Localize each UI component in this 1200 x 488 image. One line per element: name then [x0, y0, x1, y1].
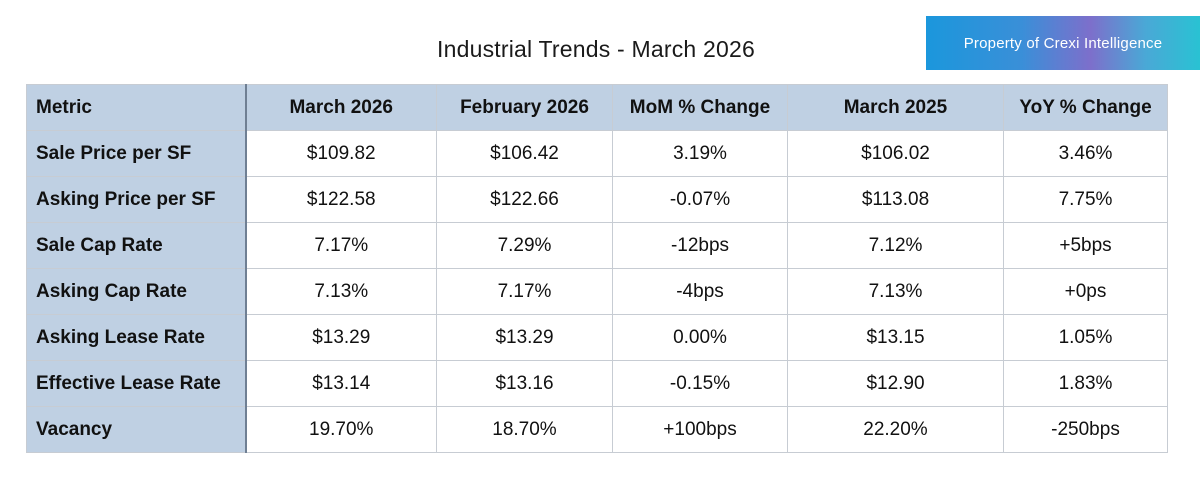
- table-cell: -4bps: [612, 268, 788, 315]
- table-cell: $106.42: [436, 130, 613, 177]
- table-cell: 19.70%: [245, 406, 437, 453]
- table-cell: +0ps: [1003, 268, 1168, 315]
- crexi-intelligence-badge: Property of Crexi Intelligence: [926, 16, 1200, 70]
- table-cell: 7.13%: [245, 268, 437, 315]
- column-header-mom-change: MoM % Change: [612, 84, 788, 131]
- row-label: Sale Price per SF: [26, 130, 247, 177]
- table-cell: $13.29: [436, 314, 613, 361]
- column-header-metric: Metric: [26, 84, 247, 131]
- table-title: Industrial Trends - March 2026: [437, 36, 755, 62]
- row-label: Asking Lease Rate: [26, 314, 247, 361]
- table-cell: $12.90: [787, 360, 1004, 407]
- table-cell: $13.29: [245, 314, 437, 361]
- table-cell: -12bps: [612, 222, 788, 269]
- table-cell: $113.08: [787, 176, 1004, 223]
- table-cell: -0.15%: [612, 360, 788, 407]
- table-row: Sale Price per SF $109.82 $106.42 3.19% …: [26, 130, 1168, 177]
- table-row: Asking Price per SF $122.58 $122.66 -0.0…: [26, 176, 1168, 223]
- table-row: Effective Lease Rate $13.14 $13.16 -0.15…: [26, 360, 1168, 407]
- column-header-march-2026: March 2026: [245, 84, 437, 131]
- column-header-yoy-change: YoY % Change: [1003, 84, 1168, 131]
- table-cell: 7.12%: [787, 222, 1004, 269]
- column-header-february-2026: February 2026: [436, 84, 613, 131]
- row-label: Sale Cap Rate: [26, 222, 247, 269]
- table-cell: +100bps: [612, 406, 788, 453]
- table-cell: 1.83%: [1003, 360, 1168, 407]
- table-cell: 7.17%: [436, 268, 613, 315]
- table-cell: $13.14: [245, 360, 437, 407]
- table-header-row: Metric March 2026 February 2026 MoM % Ch…: [26, 84, 1168, 131]
- row-label: Effective Lease Rate: [26, 360, 247, 407]
- table-cell: 22.20%: [787, 406, 1004, 453]
- table-cell: $109.82: [245, 130, 437, 177]
- table-cell: +5bps: [1003, 222, 1168, 269]
- table-row: Asking Cap Rate 7.13% 7.17% -4bps 7.13% …: [26, 268, 1168, 315]
- table-cell: 7.17%: [245, 222, 437, 269]
- table-row: Asking Lease Rate $13.29 $13.29 0.00% $1…: [26, 314, 1168, 361]
- table-cell: 7.13%: [787, 268, 1004, 315]
- table-cell: $106.02: [787, 130, 1004, 177]
- table-row: Sale Cap Rate 7.17% 7.29% -12bps 7.12% +…: [26, 222, 1168, 269]
- table-cell: 3.19%: [612, 130, 788, 177]
- row-label: Vacancy: [26, 406, 247, 453]
- column-header-march-2025: March 2025: [787, 84, 1004, 131]
- table-cell: $13.15: [787, 314, 1004, 361]
- row-label: Asking Price per SF: [26, 176, 247, 223]
- industrial-trends-table: Metric March 2026 February 2026 MoM % Ch…: [26, 84, 1168, 453]
- table-cell: $122.66: [436, 176, 613, 223]
- table-cell: -0.07%: [612, 176, 788, 223]
- table-cell: $122.58: [245, 176, 437, 223]
- table-cell: 7.29%: [436, 222, 613, 269]
- table-row: Vacancy 19.70% 18.70% +100bps 22.20% -25…: [26, 406, 1168, 453]
- table-cell: 18.70%: [436, 406, 613, 453]
- table-cell: 7.75%: [1003, 176, 1168, 223]
- table-cell: -250bps: [1003, 406, 1168, 453]
- table-cell: $13.16: [436, 360, 613, 407]
- table-cell: 0.00%: [612, 314, 788, 361]
- row-label: Asking Cap Rate: [26, 268, 247, 315]
- table-cell: 1.05%: [1003, 314, 1168, 361]
- table-cell: 3.46%: [1003, 130, 1168, 177]
